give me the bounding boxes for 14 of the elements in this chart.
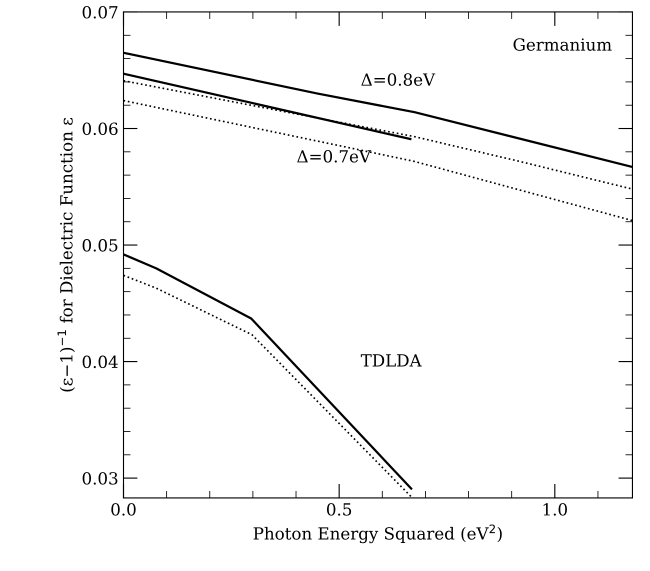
annotation: Germanium — [514, 38, 612, 51]
x-axis-title: Photon Energy Squared (eV$^{2}$) — [254, 524, 502, 544]
y-tick-label: 0.07 — [82, 6, 118, 19]
y-tick-label: 0.03 — [82, 472, 118, 485]
y-tick-label: 0.04 — [82, 356, 118, 368]
annotation: TDLDA — [360, 354, 422, 366]
x-tick-label: 0.0 — [111, 503, 136, 516]
y-axis-title: (ε−1)$^{−1}$ for Dielectric Function ε — [58, 118, 75, 392]
annotation: Δ=0.7eV — [297, 150, 372, 163]
y-tick-label: 0.06 — [82, 122, 118, 136]
annotation: Δ=0.8eV — [361, 73, 436, 86]
x-tick-label: 0.5 — [327, 503, 352, 516]
x-tick-label: 1.0 — [544, 503, 567, 516]
y-tick-label: 0.05 — [82, 239, 118, 252]
